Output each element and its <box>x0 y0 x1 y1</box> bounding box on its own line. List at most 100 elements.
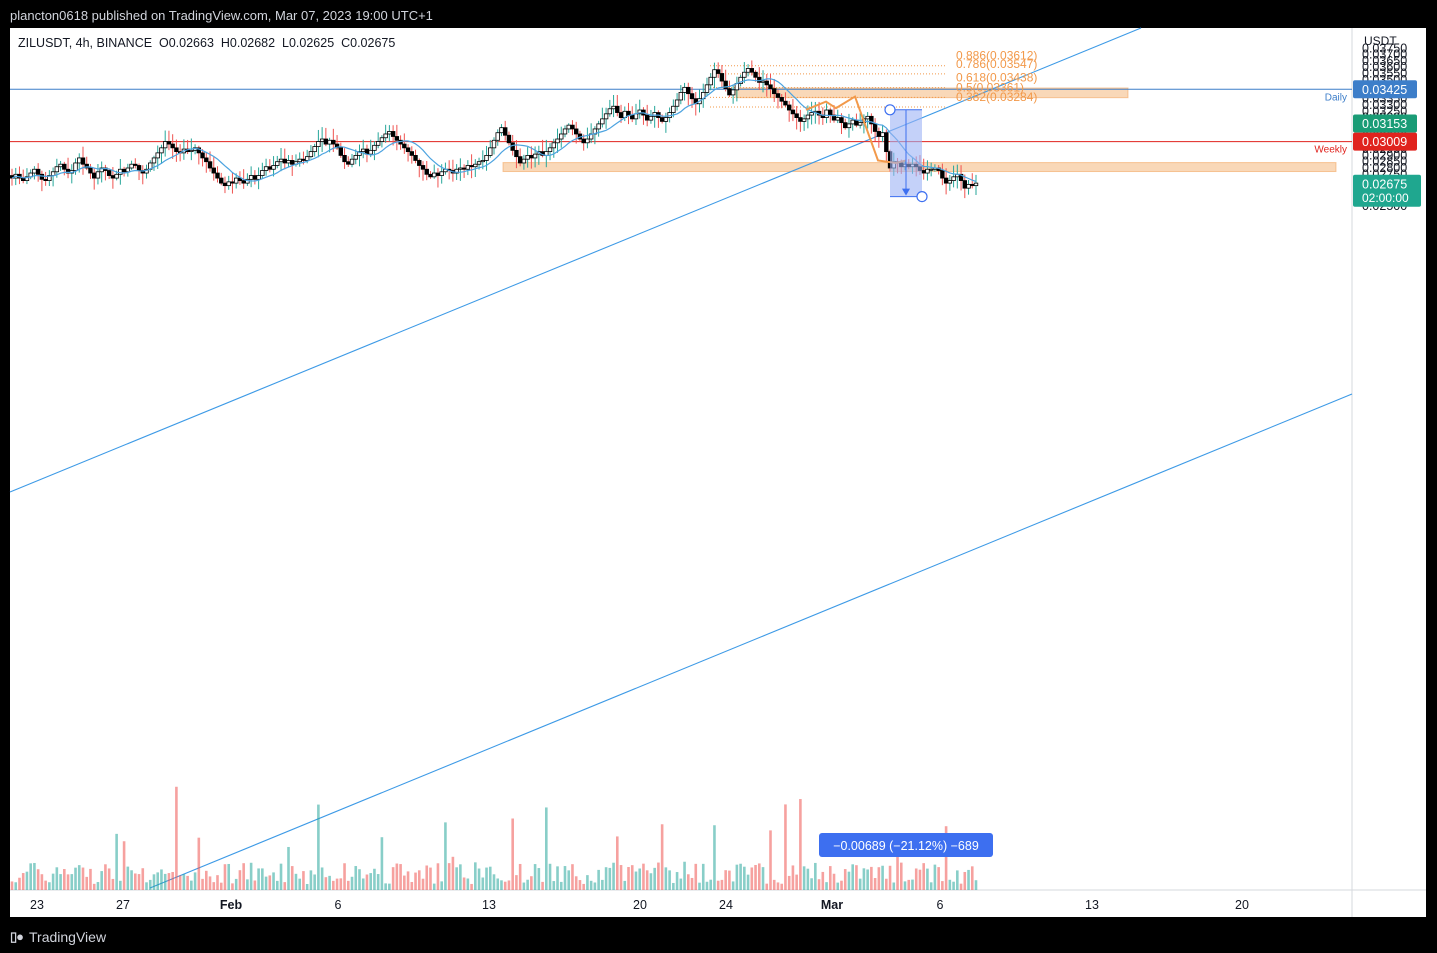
volume-bar <box>190 880 193 890</box>
level-name-daily: Daily <box>1325 92 1347 103</box>
volume-bar <box>668 870 671 890</box>
channel-lower-line <box>149 393 1353 889</box>
candle-body <box>454 168 459 174</box>
candle-body <box>215 172 220 179</box>
volume-bar <box>952 881 955 890</box>
volume-bar <box>261 868 264 890</box>
volume-bar <box>870 866 873 890</box>
volume-bar <box>638 868 642 890</box>
volume-bar <box>974 880 978 890</box>
volume-bar <box>698 882 701 890</box>
candle-body <box>435 172 441 176</box>
candle-body <box>312 146 317 153</box>
price-tick: 0.02800 <box>1362 161 1407 175</box>
publish-header: plancton0618 published on TradingView.co… <box>0 0 1437 28</box>
candle-body <box>484 154 489 161</box>
candle-body <box>488 147 493 156</box>
candle-body <box>230 181 235 184</box>
volume-bar <box>518 863 522 890</box>
candle-body <box>319 138 325 142</box>
volume-bar <box>287 846 290 890</box>
volume-bar <box>765 883 769 890</box>
volume-bar <box>488 866 492 890</box>
volume-bar <box>272 872 275 890</box>
candle-body <box>375 141 381 146</box>
volume-bar <box>608 867 612 890</box>
volume-bar <box>440 881 443 890</box>
volume-bar <box>630 865 634 890</box>
volume-bar <box>825 882 828 890</box>
volume-bar <box>350 876 354 890</box>
candle-body <box>114 173 119 179</box>
candle-body <box>779 97 784 102</box>
volume-bar <box>444 822 447 890</box>
volume-bar <box>533 864 537 890</box>
measure-label-box <box>819 833 993 857</box>
volume-bar <box>832 873 836 890</box>
price-tick: 0.02900 <box>1362 148 1407 162</box>
volume-bar <box>929 882 933 890</box>
bar-countdown: 02:00:00 <box>1362 191 1409 205</box>
candle-body <box>517 156 523 164</box>
volume-bar <box>313 874 316 890</box>
volume-bar <box>589 880 593 890</box>
candle-body <box>738 76 743 84</box>
candle-body <box>226 181 231 187</box>
volume-bar <box>59 874 62 890</box>
grid <box>10 28 1426 917</box>
volume-bar <box>36 869 40 890</box>
tradingview-logo[interactable]: ▯● TradingView <box>10 929 106 945</box>
candle-body <box>947 180 953 184</box>
volume-bar <box>735 864 739 890</box>
volume-bar <box>851 864 854 890</box>
volume-bar <box>145 882 148 890</box>
volume-bar <box>425 865 429 890</box>
volume-bar <box>802 866 806 890</box>
candle-body <box>43 178 48 181</box>
volume-bar <box>918 869 922 890</box>
time-tick: 6 <box>937 898 944 912</box>
volume-bar <box>705 881 709 890</box>
volume-bar <box>55 867 59 890</box>
volume-bar <box>436 863 440 890</box>
candle-body <box>106 170 112 176</box>
candle-body <box>357 151 362 156</box>
candle-body <box>760 80 766 83</box>
volume-bar <box>956 870 959 890</box>
time-tick: 13 <box>1085 898 1099 912</box>
measure-handle-end <box>916 191 928 203</box>
candle-body <box>764 80 769 86</box>
volume-bar <box>219 882 223 890</box>
price-tick: 0.03300 <box>1362 98 1407 112</box>
volume-bar <box>238 870 242 890</box>
candle-body <box>275 161 280 166</box>
volume-bar <box>268 875 272 890</box>
volume-bar <box>701 863 705 890</box>
volume-bar <box>500 880 503 890</box>
candle-body <box>465 165 471 170</box>
volume-bar <box>223 864 227 890</box>
candle-body <box>88 167 93 174</box>
volume-bar <box>376 874 380 890</box>
volume-bar <box>873 878 877 890</box>
volume-bar <box>787 875 791 890</box>
candle-body <box>439 171 444 176</box>
volume-bar <box>111 878 115 890</box>
candle-body <box>663 117 669 122</box>
candle-body <box>951 176 956 182</box>
candle-body <box>626 110 631 116</box>
candle-body <box>805 114 811 120</box>
chart-frame[interactable] <box>10 28 1426 917</box>
level-name-weekly: Weekly <box>1314 145 1347 156</box>
volume-bar <box>470 883 473 890</box>
candle-body <box>174 147 179 153</box>
price-tick: 0.03550 <box>1362 67 1407 81</box>
volume-bar <box>122 841 126 890</box>
tradingview-mark-icon: ▯● <box>10 929 24 944</box>
volume-bar <box>89 868 92 890</box>
volume-bar <box>743 866 746 890</box>
candle-body <box>708 76 713 86</box>
volume-bar <box>197 837 201 890</box>
volume-bar <box>888 865 892 890</box>
